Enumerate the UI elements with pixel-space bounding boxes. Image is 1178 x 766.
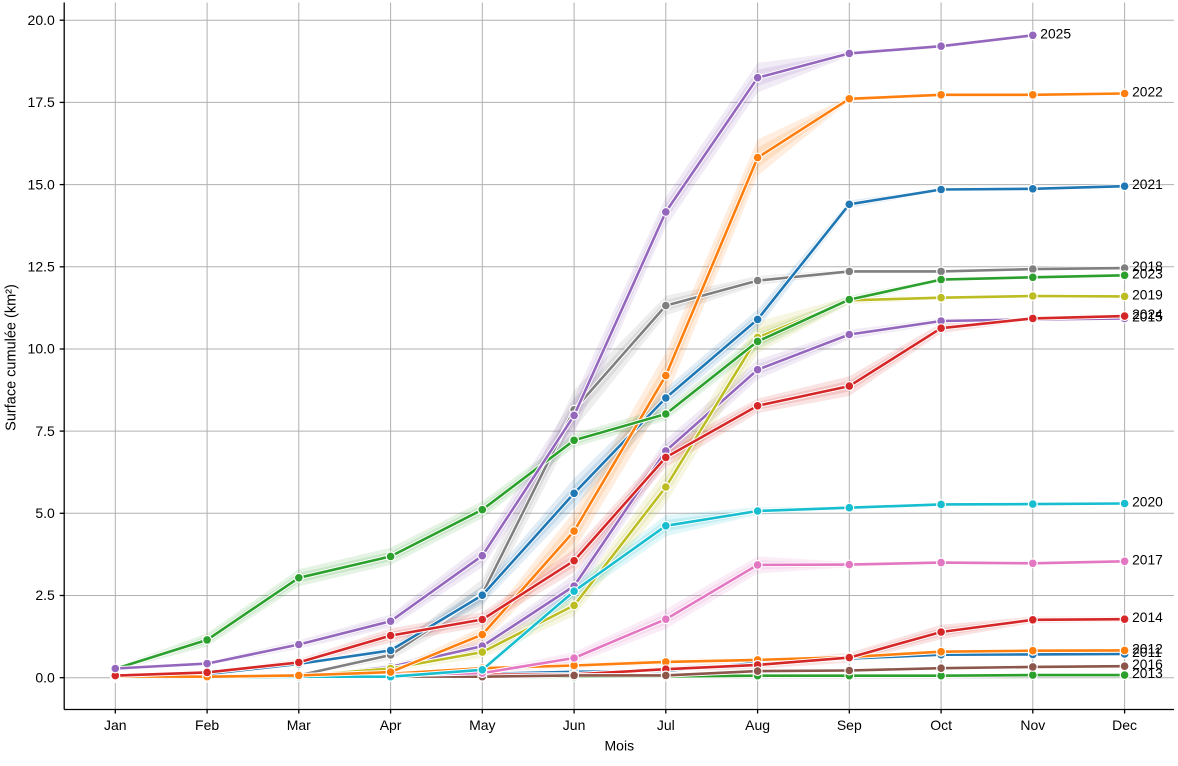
svg-text:2016: 2016 [1132,657,1163,672]
svg-text:2021: 2021 [1132,177,1163,192]
svg-text:2015: 2015 [1132,309,1163,324]
svg-text:Aug: Aug [745,717,770,733]
svg-text:15.0: 15.0 [28,176,55,192]
svg-text:Surface cumulée (km²): Surface cumulée (km²) [4,284,20,431]
svg-text:Oct: Oct [930,717,952,733]
svg-text:12.5: 12.5 [28,259,55,275]
svg-text:7.5: 7.5 [35,423,55,439]
svg-text:2017: 2017 [1132,552,1163,567]
svg-text:2020: 2020 [1132,495,1163,510]
svg-text:Mois: Mois [605,738,635,754]
svg-text:Jun: Jun [563,717,586,733]
svg-text:Nov: Nov [1020,717,1045,733]
svg-text:Jul: Jul [657,717,675,733]
svg-text:20.0: 20.0 [28,12,55,28]
svg-text:2014: 2014 [1132,610,1163,625]
svg-text:Dec: Dec [1112,717,1137,733]
svg-text:2024: 2024 [1132,307,1163,322]
svg-text:0.0: 0.0 [35,669,55,685]
svg-text:2022: 2022 [1132,85,1163,100]
svg-text:Apr: Apr [380,717,402,733]
svg-text:17.5: 17.5 [28,94,55,110]
svg-text:Mar: Mar [287,717,311,733]
svg-text:May: May [469,717,495,733]
svg-text:2025: 2025 [1040,26,1071,41]
svg-text:2018: 2018 [1132,259,1163,274]
svg-text:2012: 2012 [1132,641,1163,656]
svg-text:Sep: Sep [837,717,862,733]
svg-text:Feb: Feb [195,717,219,733]
svg-text:10.0: 10.0 [28,341,55,357]
svg-text:2023: 2023 [1132,266,1163,281]
svg-text:2013: 2013 [1132,666,1163,681]
svg-text:5.0: 5.0 [35,505,55,521]
svg-text:2019: 2019 [1132,287,1163,302]
svg-text:2011: 2011 [1132,645,1162,660]
svg-text:2.5: 2.5 [35,587,55,603]
svg-text:Jan: Jan [104,717,127,733]
